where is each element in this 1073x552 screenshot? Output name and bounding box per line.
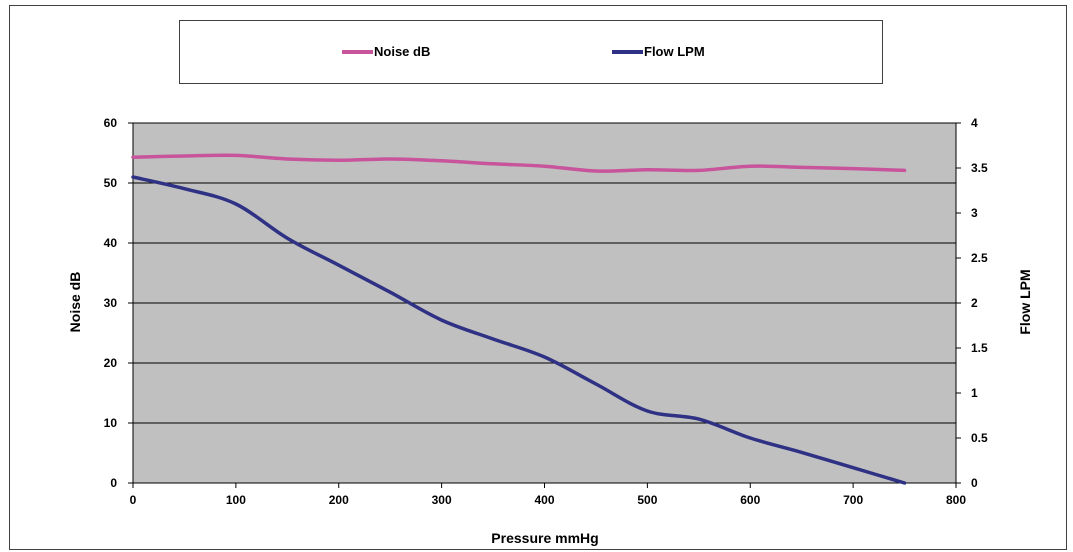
x-tick-label: 400: [534, 493, 554, 507]
series-line-flow: [131, 175, 907, 485]
x-tick-label: 500: [637, 493, 657, 507]
y-tick-label-left: 60: [104, 116, 118, 130]
y-tick-label-left: 30: [104, 296, 118, 310]
x-tick-label: 0: [130, 493, 137, 507]
legend-entry-noise: Noise dB: [342, 44, 430, 59]
y-tick-label-right: 0: [971, 476, 978, 490]
y-tick-label-right: 1: [971, 386, 978, 400]
legend-swatch-flow: [612, 49, 643, 54]
y-tick-label-right: 1.5: [971, 341, 988, 355]
legend: Noise dB Flow LPM: [179, 20, 883, 84]
y-tick-label-right: 2: [971, 296, 978, 310]
y-tick-label-left: 50: [104, 176, 118, 190]
y-tick-label-right: 0.5: [971, 431, 988, 445]
y-axis-title-left: Noise dB: [67, 272, 83, 333]
legend-entry-flow: Flow LPM: [612, 44, 705, 59]
x-tick-label: 100: [226, 493, 246, 507]
x-axis-title: Pressure mmHg: [491, 530, 598, 546]
y-tick-label-right: 4: [971, 116, 978, 130]
tick-labels: 0 100 200 300 400 500 600 700 800010203040506000…: [104, 116, 988, 507]
legend-label-noise: Noise dB: [374, 44, 431, 59]
x-tick-label: 800: [946, 493, 966, 507]
y-tick-label-right: 3: [971, 206, 978, 220]
x-tick-label: 200: [329, 493, 349, 507]
x-tick-label: 600: [740, 493, 760, 507]
y-tick-label-left: 40: [104, 236, 118, 250]
x-tick-label: 300: [432, 493, 452, 507]
y-tick-label-left: 0: [110, 476, 117, 490]
y-tick-label-right: 3.5: [971, 161, 988, 175]
x-tick-label: 700: [843, 493, 863, 507]
y-tick-label-right: 2.5: [971, 251, 988, 265]
y-tick-label-left: 20: [104, 356, 118, 370]
series-line-noise: [131, 153, 907, 173]
y-axis-title-right: Flow LPM: [1017, 269, 1033, 334]
y-tick-label-left: 10: [104, 416, 118, 430]
legend-swatch-noise: [342, 49, 373, 54]
series-lines: [131, 153, 907, 485]
legend-label-flow: Flow LPM: [644, 44, 705, 59]
